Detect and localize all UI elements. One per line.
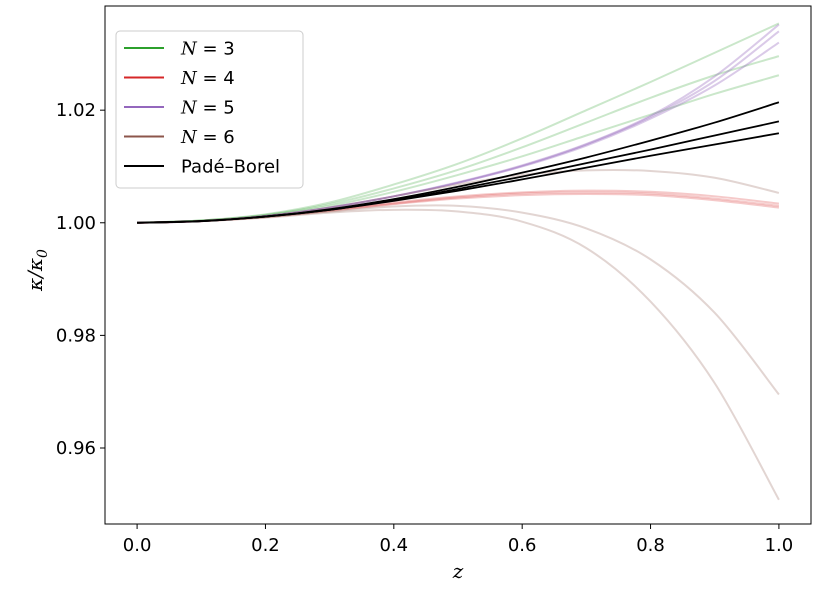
y-tick-label-2: 0.98: [56, 325, 96, 346]
legend-label-var-3: N: [180, 98, 198, 119]
series-layer: [137, 22, 780, 501]
legend-label-3: N = 5: [180, 98, 235, 119]
legend-box: [115, 30, 304, 189]
y-axis-label-subscript: 0: [35, 249, 51, 258]
series-line-n-3-2: [137, 55, 780, 224]
x-tick-label-2: 0.2: [251, 535, 280, 556]
series-line-pad-borel-15: [137, 132, 780, 224]
x-tick-label-4: 0.6: [508, 535, 537, 556]
x-tick-label-5: 0.8: [636, 535, 665, 556]
y-tick-label-1: 0.96: [56, 438, 96, 459]
series-line-n-3-1: [137, 22, 780, 224]
x-tick-label-1: 0.0: [123, 535, 152, 556]
legend-items: N = 3 N = 4 N = 5 N = 6 Padé–Borel: [124, 39, 280, 178]
legend-label-5: Padé–Borel: [181, 157, 280, 178]
legend-label-2: N = 4: [180, 68, 235, 89]
x-axis-label: z: [452, 559, 464, 583]
x-tick-label-3: 0.4: [379, 535, 408, 556]
plot-frame: [104, 5, 812, 525]
y-tick-label-3: 1.00: [56, 213, 96, 234]
legend-label-var-2: N: [180, 68, 198, 89]
x-tick-label-6: 1.0: [765, 535, 794, 556]
legend-label-var-4: N: [180, 127, 198, 148]
series-line-n-6-12: [137, 208, 780, 501]
ticks-layer: 0.0 0.2 0.4 0.6 0.8 1.0 0.96 0.98 1.00 1.02: [56, 100, 793, 556]
series-line-n-6-11: [137, 204, 780, 396]
legend-label-1: N = 3: [180, 39, 235, 60]
y-axis-label: κ/κ0: [23, 249, 51, 292]
legend: N = 3 N = 4 N = 5 N = 6 Padé–Borel: [115, 30, 304, 189]
legend-label-var-1: N: [180, 39, 198, 60]
legend-label-4: N = 6: [180, 127, 235, 148]
y-tick-label-4: 1.02: [56, 100, 96, 121]
